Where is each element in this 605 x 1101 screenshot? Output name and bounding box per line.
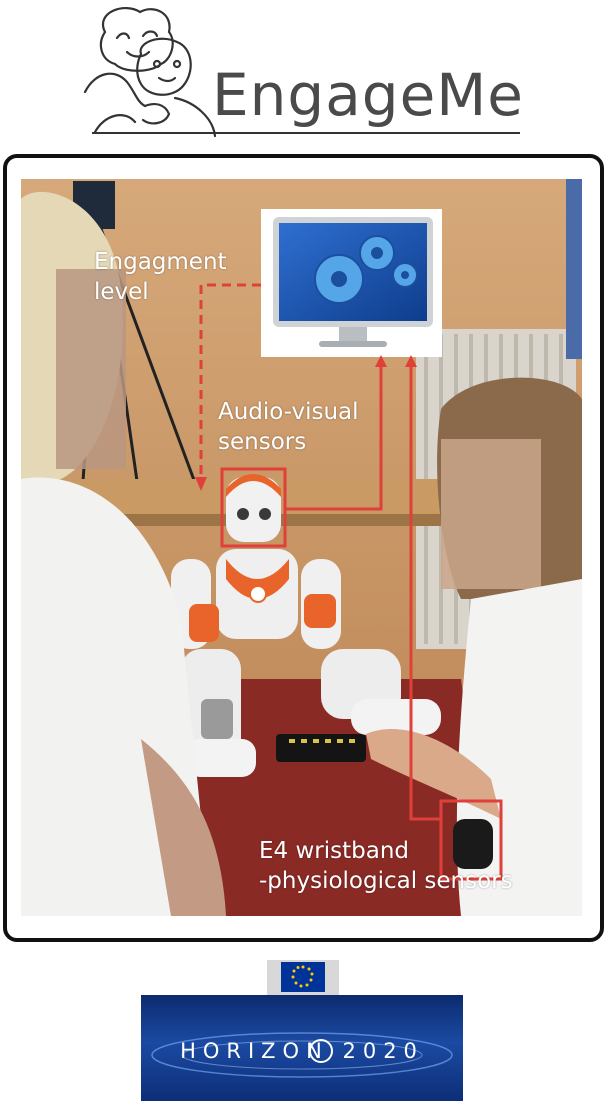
engagement-level-label: Engagment level bbox=[94, 249, 227, 305]
arrows bbox=[195, 283, 503, 881]
logo-underline bbox=[92, 132, 520, 134]
keypad-device bbox=[276, 734, 366, 762]
scene-photo bbox=[21, 179, 582, 916]
eu-flag-icon bbox=[267, 960, 339, 996]
computer-monitor bbox=[261, 209, 442, 357]
right-person bbox=[366, 377, 582, 916]
horizon-2020-banner: HORIZON 2020 bbox=[141, 995, 463, 1101]
wristband-sensors-label: E4 wristband -physiological sensors bbox=[259, 838, 513, 894]
horizon-2020-text: HORIZON 2020 bbox=[180, 1039, 424, 1063]
logo-illustration bbox=[83, 7, 217, 138]
audio-visual-sensors-label: Audio-visual sensors bbox=[218, 399, 359, 455]
header: EngageMe bbox=[0, 0, 605, 150]
left-person bbox=[21, 191, 226, 916]
logo-text: EngageMe bbox=[212, 61, 524, 129]
